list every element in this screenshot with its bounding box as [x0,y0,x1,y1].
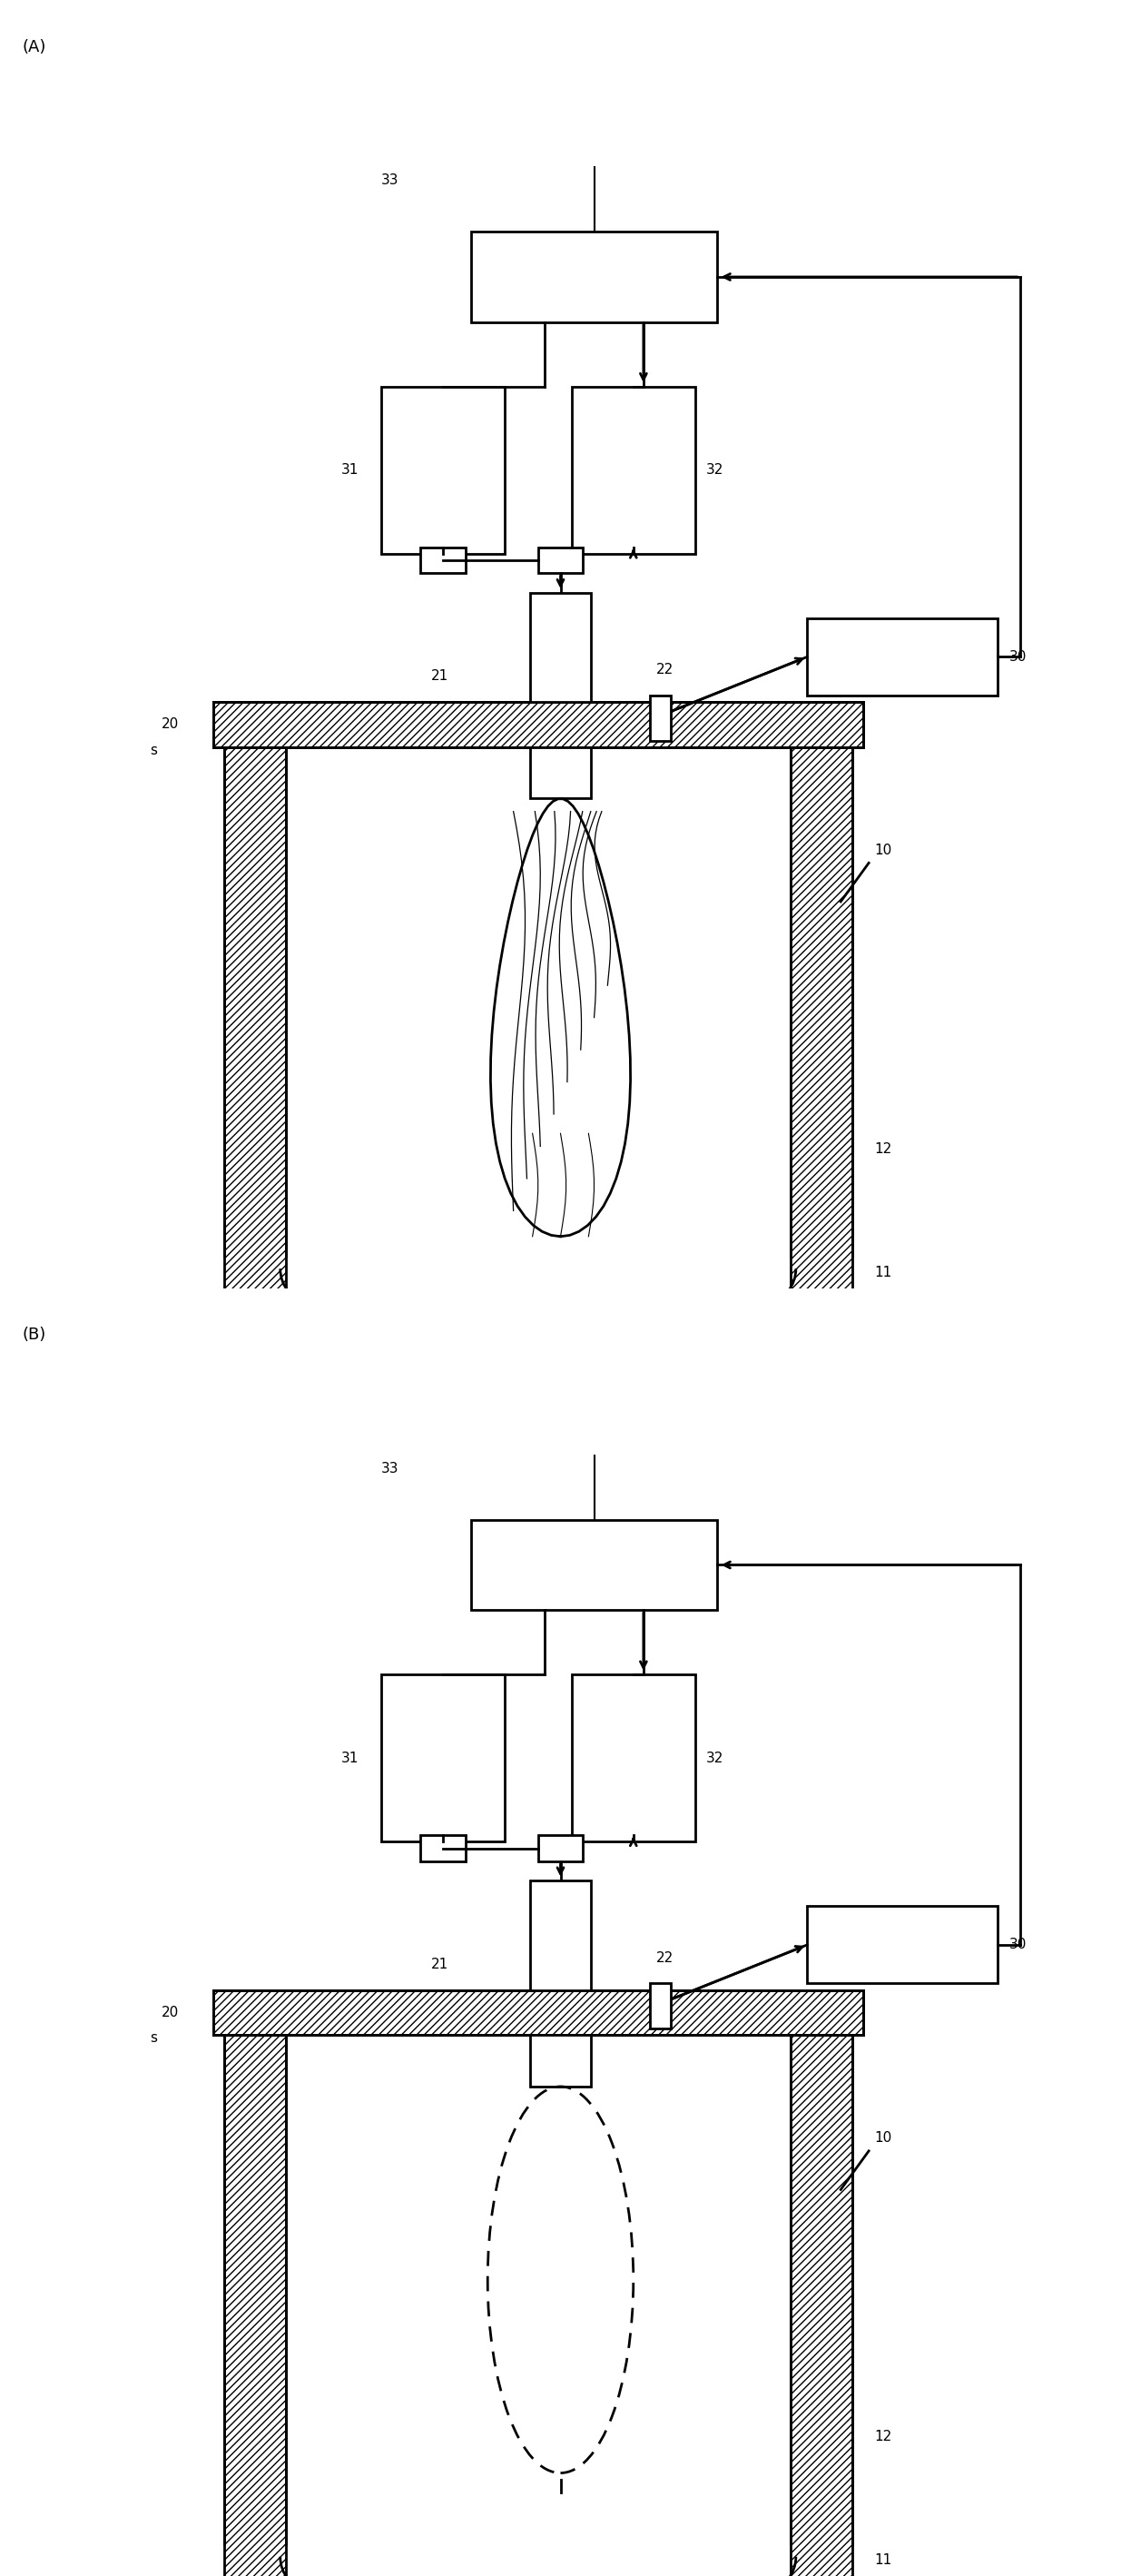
Bar [529,592,592,701]
Text: 33: 33 [381,173,399,188]
Bar [224,1293,286,1365]
Bar [790,1293,852,1365]
Text: 21: 21 [430,1958,448,1971]
Text: (A): (A) [22,39,46,54]
Bar [529,747,592,799]
Bar [286,2035,790,2576]
Bar [529,1880,592,1989]
Bar [471,1520,717,1610]
Bar [529,2035,592,2087]
Bar [572,1674,695,1842]
Text: 11: 11 [874,1265,892,1280]
Bar [381,1674,504,1842]
Bar [420,1834,465,1860]
Text: 20: 20 [161,719,179,732]
Text: s: s [150,2032,157,2045]
Bar [286,1293,790,1365]
Text: 33: 33 [381,1461,399,1476]
Bar [650,1984,670,2030]
Text: 11: 11 [874,2553,892,2568]
Text: 22: 22 [656,1950,674,1965]
Text: (B): (B) [22,1327,46,1342]
Text: 32: 32 [706,464,724,477]
Bar [420,549,465,574]
Bar [807,618,998,696]
Text: 12: 12 [874,2429,892,2445]
Bar [381,386,504,554]
Bar [790,747,852,1293]
Bar [224,747,286,1293]
Text: 31: 31 [341,464,359,477]
Bar [790,2035,852,2576]
Text: 20: 20 [161,2007,179,2020]
Bar [286,747,790,1293]
Bar [471,232,717,322]
Text: 22: 22 [656,662,674,677]
Text: s: s [150,744,157,757]
Bar [807,1906,998,1984]
Text: 30: 30 [1009,649,1027,665]
Bar [538,549,583,574]
Text: 21: 21 [430,670,448,683]
Text: 10: 10 [874,2130,892,2146]
Bar [213,701,863,747]
Text: 32: 32 [706,1752,724,1765]
Bar [224,2035,286,2576]
Bar [538,1834,583,1860]
Text: 10: 10 [874,842,892,858]
Bar [572,386,695,554]
Bar [213,1989,863,2035]
Text: 12: 12 [874,1141,892,1157]
Text: 30: 30 [1009,1937,1027,1953]
Bar [650,696,670,742]
Text: 31: 31 [341,1752,359,1765]
